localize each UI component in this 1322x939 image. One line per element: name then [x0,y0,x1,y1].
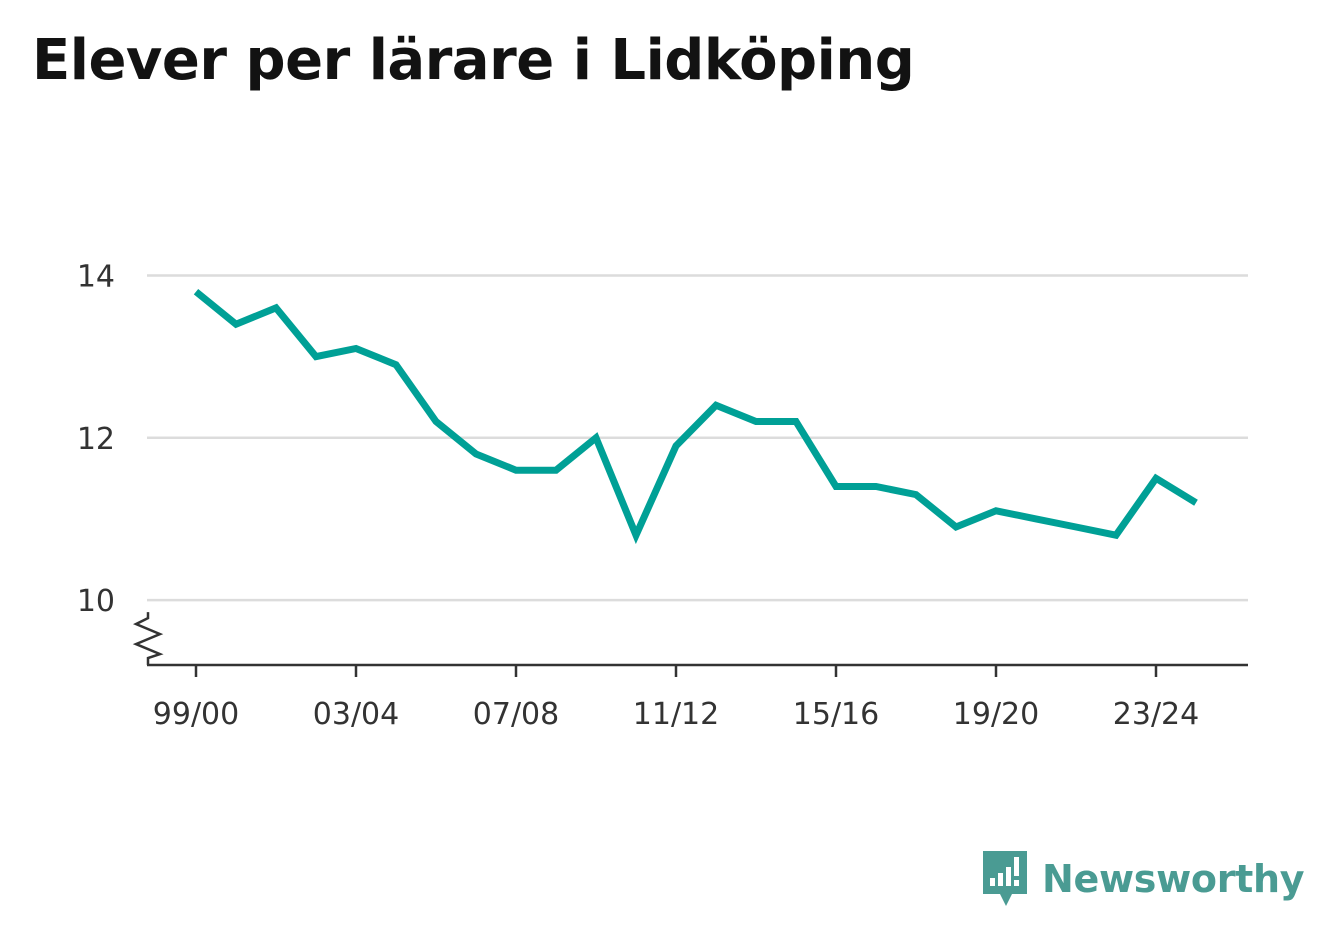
y-tick-label: 10 [77,584,115,619]
newsworthy-logo: Newsworthy [980,848,1305,910]
x-tick-label: 11/12 [633,697,719,732]
newsworthy-logo-icon [983,851,1027,906]
x-axis-ticks: 99/00 03/04 07/08 11/12 15/16 19/20 23/24 [153,665,1199,732]
gridlines [147,274,1248,602]
y-tick-label: 14 [77,259,115,294]
x-tick-label: 19/20 [953,697,1039,732]
y-tick-label: 12 [77,422,115,457]
x-axis [132,612,1248,667]
x-tick-label: 07/08 [473,697,559,732]
x-tick-label: 99/00 [153,697,239,732]
y-axis-ticks: 10 12 14 [77,259,115,619]
x-tick-label: 03/04 [313,697,399,732]
x-tick-label: 15/16 [793,697,879,732]
series-lines [193,288,1198,545]
series-line [193,288,1198,545]
axis-break-marker [132,612,164,665]
chart-title: Elever per lärare i Lidköping [32,28,915,93]
brand-name: Newsworthy [1042,857,1305,901]
x-tick-label: 23/24 [1113,697,1199,732]
